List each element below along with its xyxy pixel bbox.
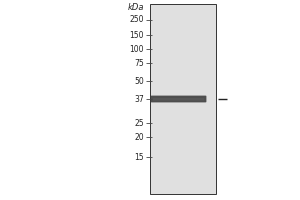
Text: 37: 37: [134, 95, 144, 104]
Text: 150: 150: [130, 30, 144, 40]
Text: 250: 250: [130, 16, 144, 24]
Text: kDa: kDa: [128, 3, 144, 12]
FancyBboxPatch shape: [153, 98, 204, 101]
Text: 15: 15: [134, 153, 144, 162]
Text: 75: 75: [134, 58, 144, 68]
Text: 100: 100: [130, 45, 144, 53]
Text: 20: 20: [134, 133, 144, 142]
FancyBboxPatch shape: [151, 96, 206, 102]
Text: 50: 50: [134, 76, 144, 86]
Text: 25: 25: [134, 118, 144, 128]
Bar: [150, 4, 216, 194]
